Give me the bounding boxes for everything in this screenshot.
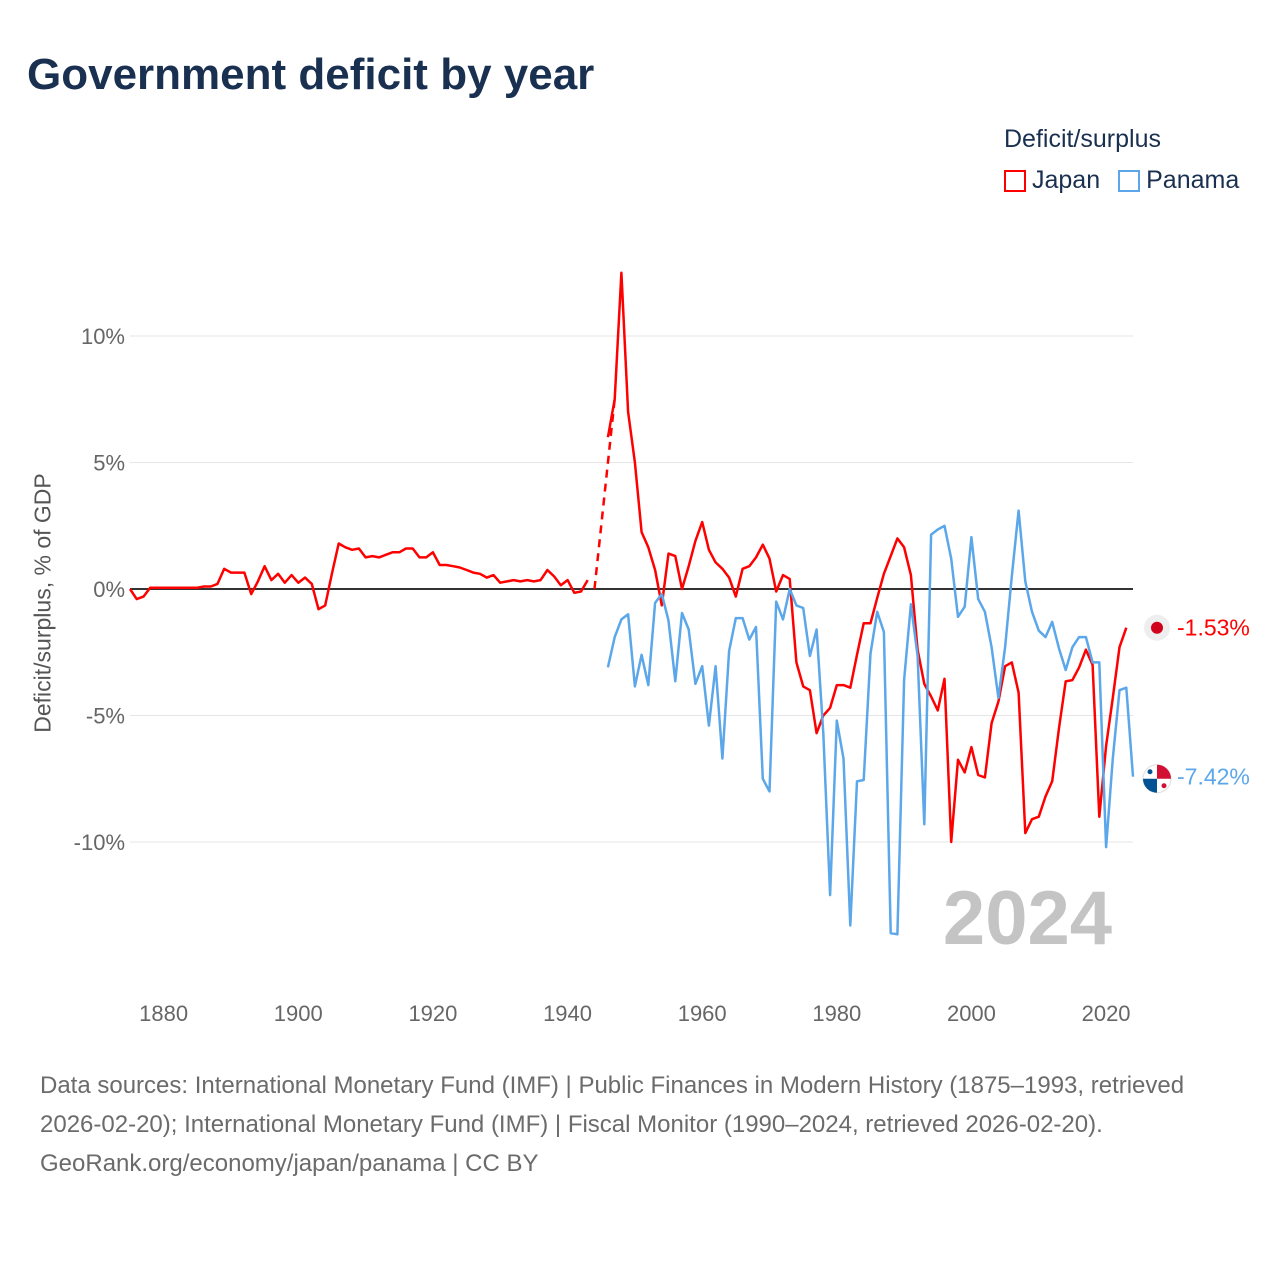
series-line-japan bbox=[606, 271, 1128, 844]
x-tick-label: 1940 bbox=[543, 1001, 592, 1026]
panama-flag-red-quarter bbox=[1157, 764, 1171, 779]
footer: Data sources: International Monetary Fun… bbox=[40, 1066, 1240, 1183]
y-tick-label: 0% bbox=[93, 577, 125, 602]
credit-link[interactable]: GeoRank.org/economy/japan/panama | CC BY bbox=[40, 1150, 539, 1177]
x-tick-label: 1920 bbox=[408, 1001, 457, 1026]
series-gap-japan bbox=[593, 399, 616, 590]
legend-item-panama[interactable]: Panama bbox=[1118, 166, 1239, 195]
chart-title: Government deficit by year bbox=[27, 50, 595, 99]
legend-swatch-japan bbox=[1004, 169, 1026, 192]
x-tick-label: 1960 bbox=[678, 1001, 727, 1026]
legend-label-panama: Panama bbox=[1146, 166, 1240, 194]
x-tick-label: 1900 bbox=[274, 1001, 323, 1026]
y-tick-label: -10% bbox=[74, 830, 125, 855]
y-tick-label: 5% bbox=[93, 451, 125, 476]
legend-title: Deficit/surplus bbox=[1004, 125, 1161, 153]
series-line-japan bbox=[128, 542, 589, 611]
x-tick-label: 2020 bbox=[1082, 1001, 1131, 1026]
panama-flag-blue-quarter bbox=[1143, 778, 1157, 793]
y-tick-label: -5% bbox=[86, 704, 125, 729]
data-sources: Data sources: International Monetary Fun… bbox=[40, 1072, 1185, 1138]
legend-label-japan: Japan bbox=[1032, 166, 1101, 194]
series-line-panama bbox=[606, 509, 1135, 936]
legend: Japan Panama bbox=[1004, 166, 1239, 195]
japan-flag-dot bbox=[1151, 621, 1163, 634]
legend-swatch-panama bbox=[1118, 169, 1141, 192]
panama-flag-blue-star bbox=[1147, 769, 1153, 775]
x-tick-label: 2000 bbox=[947, 1001, 996, 1026]
year-watermark: 2024 bbox=[943, 876, 1112, 961]
legend-item-japan[interactable]: Japan bbox=[1004, 166, 1100, 195]
x-tick-label: 1980 bbox=[812, 1001, 861, 1026]
x-tick-label: 1880 bbox=[139, 1001, 188, 1026]
panama-flag-red-star bbox=[1161, 783, 1167, 789]
japan-end-label: -1.53% bbox=[1177, 615, 1250, 641]
y-tick-label: 10% bbox=[81, 324, 125, 349]
panama-end-label: -7.42% bbox=[1177, 764, 1250, 790]
